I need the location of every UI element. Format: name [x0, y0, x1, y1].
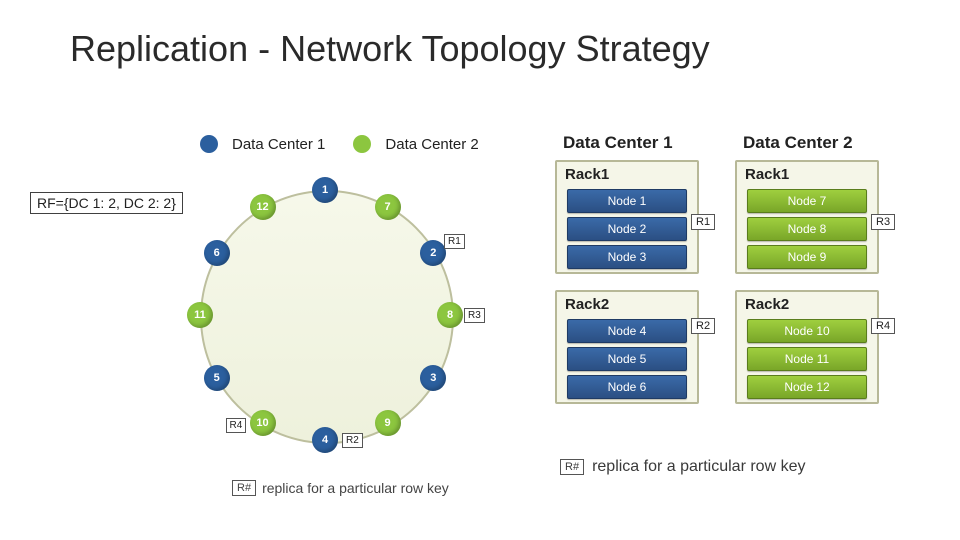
rack-node: Node 10 [747, 319, 867, 343]
ring-node-1: 1 [312, 177, 338, 203]
rack-node: Node 7 [747, 189, 867, 213]
dc1-label: Data Center 1 [232, 136, 325, 153]
rack-node: Node 9 [747, 245, 867, 269]
caption-left: R# replica for a particular row key [232, 480, 449, 496]
rack-node: Node 12 [747, 375, 867, 399]
page-title: Replication - Network Topology Strategy [70, 28, 710, 70]
ring-circle [200, 190, 454, 444]
ring-node-6: 6 [204, 240, 230, 266]
rack-title: Rack2 [745, 296, 877, 313]
ring-node-9: 9 [375, 410, 401, 436]
ring-diagram: 172R18R3394R210R4511612 [180, 170, 470, 460]
rack-tag: R3 [871, 214, 895, 230]
rack-node: Node 2 [567, 217, 687, 241]
dc2-dot [353, 135, 371, 153]
rack-node: Node 5 [567, 347, 687, 371]
ring-node-8: 8 [437, 302, 463, 328]
caption-right: R# replica for a particular row key [560, 458, 805, 476]
rack-title: Rack1 [745, 166, 877, 183]
legend-datacenters: Data Center 1 Data Center 2 [200, 135, 479, 153]
dc1-dot [200, 135, 218, 153]
ring-tag-R4: R4 [226, 418, 247, 433]
ring-node-11: 11 [187, 302, 213, 328]
caption-left-box: R# [232, 480, 256, 496]
rack: Rack1 Node 1 Node 2 Node 3 [555, 160, 699, 274]
rf-label: RF={DC 1: 2, DC 2: 2} [30, 192, 183, 214]
dc-header: Data Center 1 [563, 133, 673, 153]
caption-right-box: R# [560, 459, 584, 475]
rack-node: Node 4 [567, 319, 687, 343]
dc-header: Data Center 2 [743, 133, 853, 153]
rack-node: Node 1 [567, 189, 687, 213]
rack-node: Node 11 [747, 347, 867, 371]
rack-tag: R2 [691, 318, 715, 334]
ring-node-2: 2 [420, 240, 446, 266]
rack-tag: R1 [691, 214, 715, 230]
ring-node-3: 3 [420, 365, 446, 391]
rack-title: Rack2 [565, 296, 697, 313]
ring-node-10: 10 [250, 410, 276, 436]
rack-tag: R4 [871, 318, 895, 334]
rack-title: Rack1 [565, 166, 697, 183]
ring-node-5: 5 [204, 365, 230, 391]
ring-tag-R2: R2 [342, 433, 363, 448]
rack: Rack2 Node 10 Node 11 Node 12 [735, 290, 879, 404]
ring-tag-R3: R3 [464, 308, 485, 323]
ring-node-7: 7 [375, 194, 401, 220]
rack-node: Node 3 [567, 245, 687, 269]
rack: Rack1 Node 7 Node 8 Node 9 [735, 160, 879, 274]
rack-node: Node 6 [567, 375, 687, 399]
dc2-label: Data Center 2 [385, 136, 478, 153]
caption-right-text: replica for a particular row key [592, 458, 805, 476]
caption-left-text: replica for a particular row key [262, 480, 449, 496]
ring-node-12: 12 [250, 194, 276, 220]
rack-node: Node 8 [747, 217, 867, 241]
rack: Rack2 Node 4 Node 5 Node 6 [555, 290, 699, 404]
ring-tag-R1: R1 [444, 234, 465, 249]
ring-node-4: 4 [312, 427, 338, 453]
